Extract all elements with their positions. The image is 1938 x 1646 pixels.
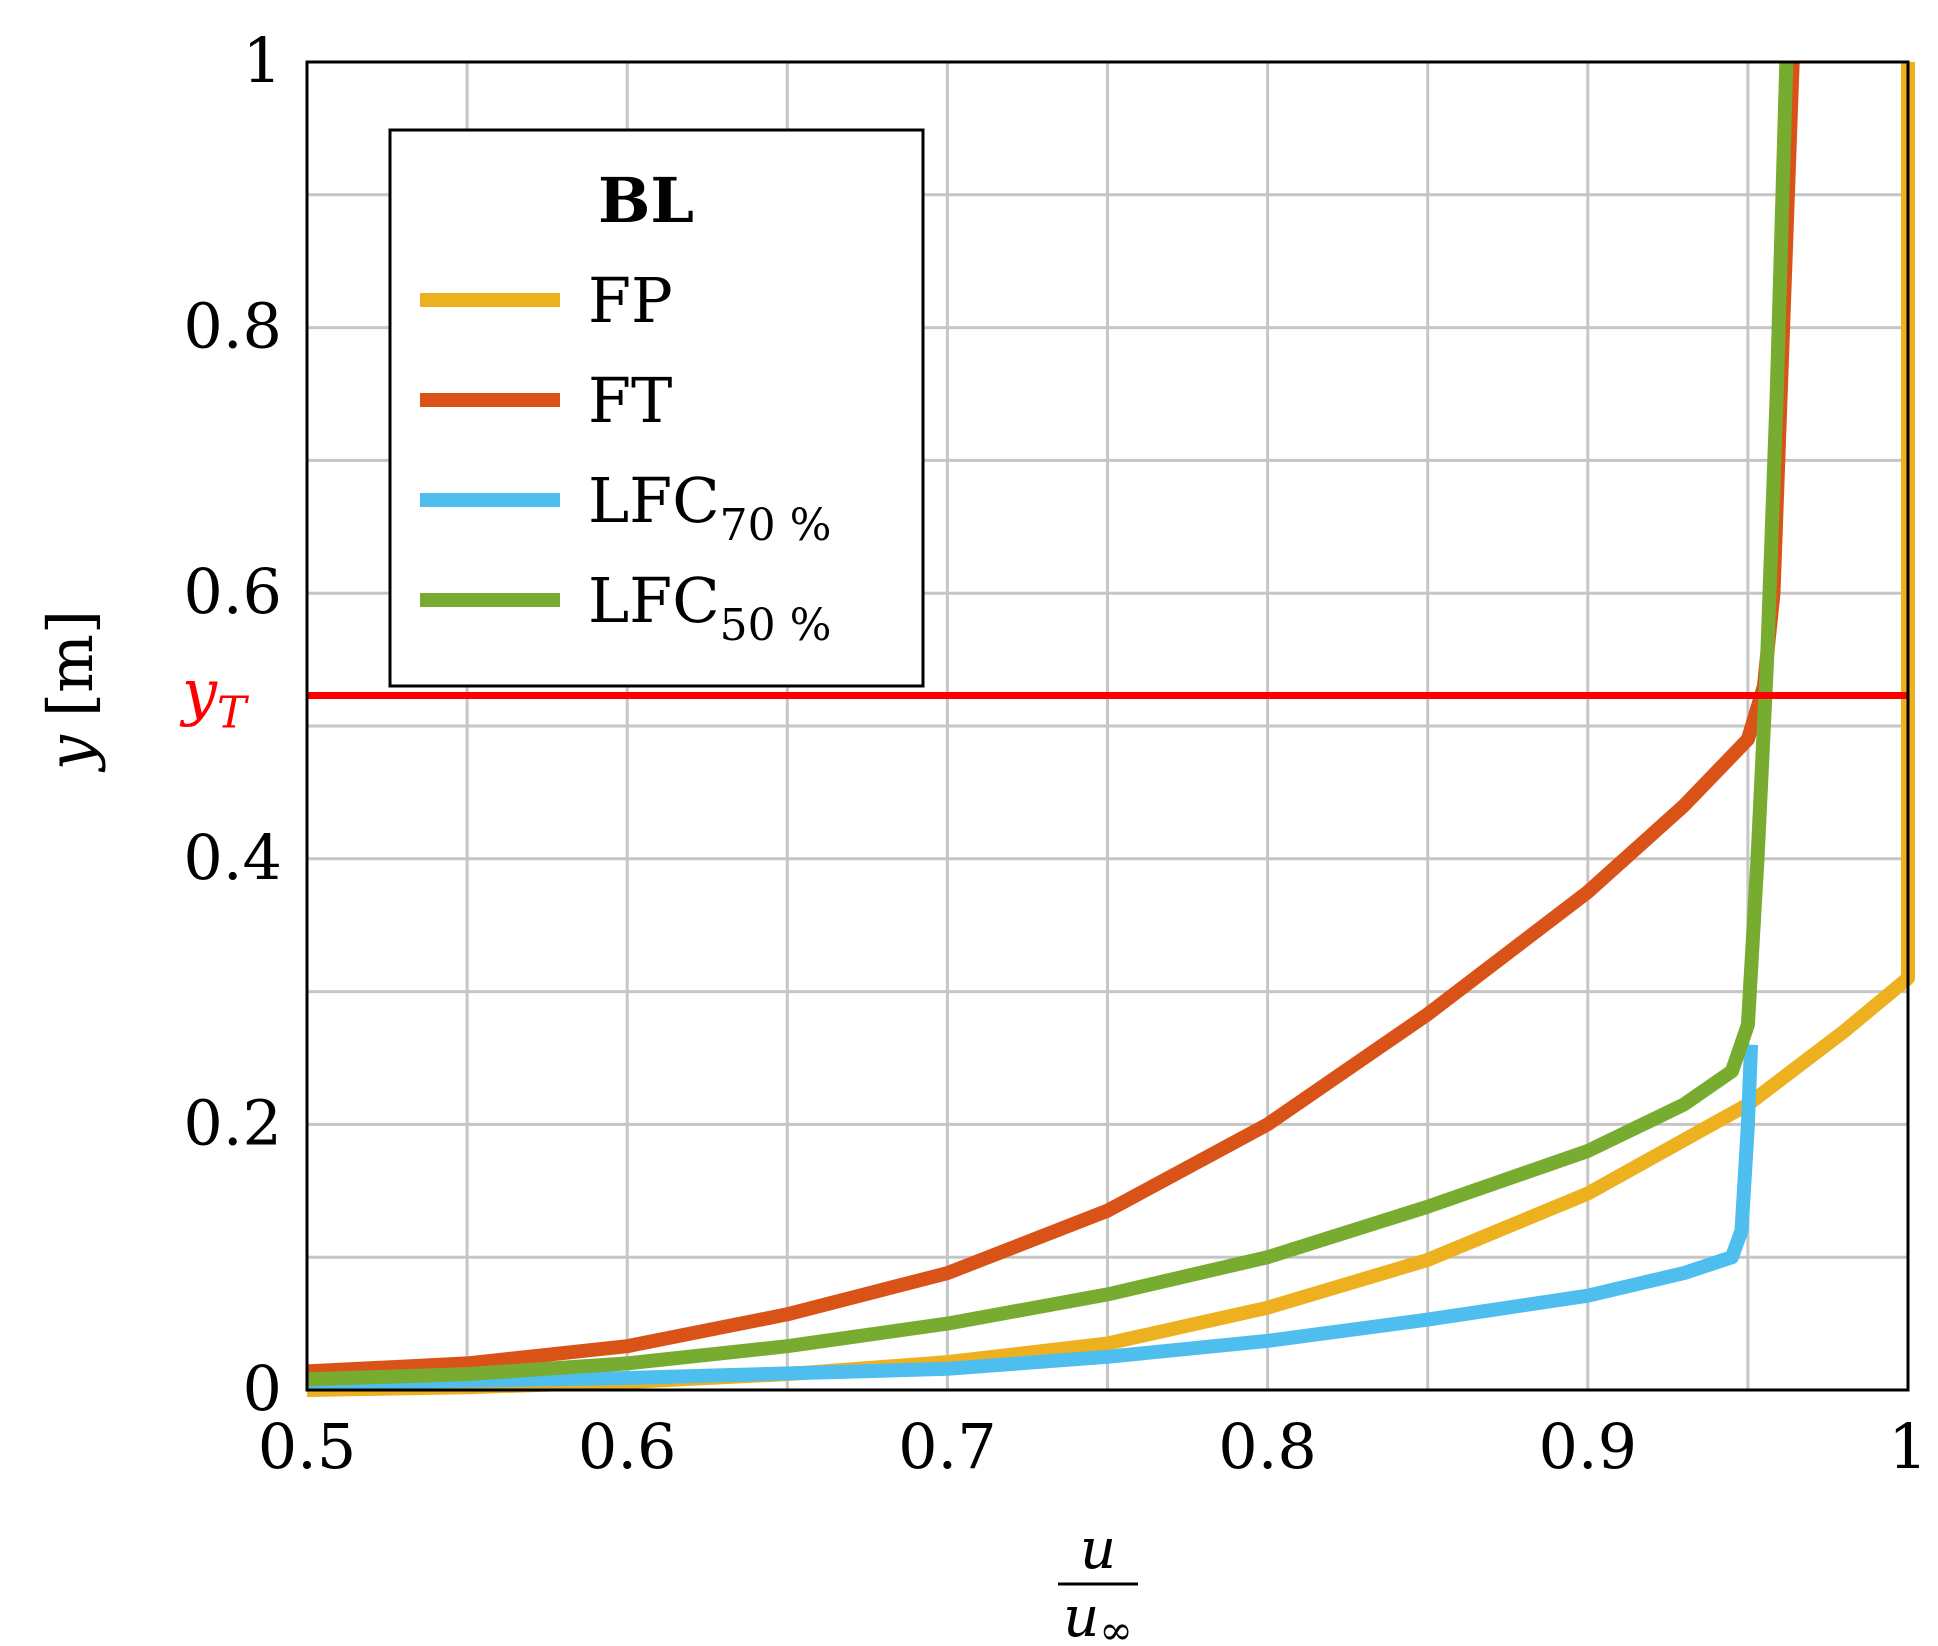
legend-title: BL	[598, 164, 694, 237]
legend: BL FP FT LFC70 % LFC50 %	[388, 128, 925, 688]
series-line-lfc50	[306, 61, 1794, 1387]
x-tick-label: 1	[1888, 1410, 1927, 1483]
x-axis-label-numerator: u	[1080, 1517, 1116, 1582]
series-group	[306, 61, 1915, 1397]
x-tick-labels: 0.5 0.6 0.7 0.8 0.9 1	[258, 1410, 1928, 1483]
y-tick-label: 0.2	[183, 1086, 282, 1159]
legend-label: FT	[588, 364, 672, 437]
legend-label: FP	[588, 264, 673, 337]
y-tick-label: 1	[243, 24, 282, 97]
reference-line-group: yT	[179, 655, 1908, 738]
y-tick-label: 0.8	[183, 290, 282, 363]
y-tick-labels: 0 0.2 0.4 0.6 0.8 1	[183, 24, 282, 1425]
reference-line-label: yT	[179, 655, 250, 738]
x-tick-label: 0.7	[898, 1410, 997, 1483]
x-axis-label: u u∞	[1058, 1517, 1138, 1646]
x-axis-label-denominator: u∞	[1063, 1585, 1132, 1646]
legend-label: LFC50 %	[588, 564, 831, 651]
x-tick-label: 0.5	[258, 1410, 357, 1483]
y-axis-label: y[m]	[34, 610, 107, 773]
y-tick-label: 0.6	[183, 555, 282, 628]
y-tick-label: 0.4	[183, 821, 282, 894]
series-line-lfc70	[306, 1044, 1759, 1391]
y-tick-label: 0	[243, 1352, 282, 1425]
grid	[307, 62, 1908, 1390]
x-tick-label: 0.9	[1538, 1410, 1637, 1483]
legend-entries: FP FT LFC70 % LFC50 %	[420, 264, 831, 651]
plot-frame	[305, 60, 1910, 1392]
x-tick-label: 0.8	[1218, 1410, 1317, 1483]
legend-label: LFC70 %	[588, 464, 831, 551]
x-tick-label: 0.6	[578, 1410, 677, 1483]
y-axis-label-text: y[m]	[34, 610, 107, 773]
